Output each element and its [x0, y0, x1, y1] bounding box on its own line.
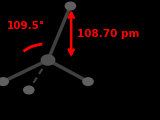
Text: 109.5°: 109.5°: [6, 21, 44, 31]
Circle shape: [83, 78, 93, 85]
Text: 108.70 pm: 108.70 pm: [77, 29, 139, 39]
Circle shape: [24, 86, 34, 94]
Circle shape: [41, 55, 55, 65]
Circle shape: [65, 2, 76, 10]
Circle shape: [0, 78, 8, 85]
